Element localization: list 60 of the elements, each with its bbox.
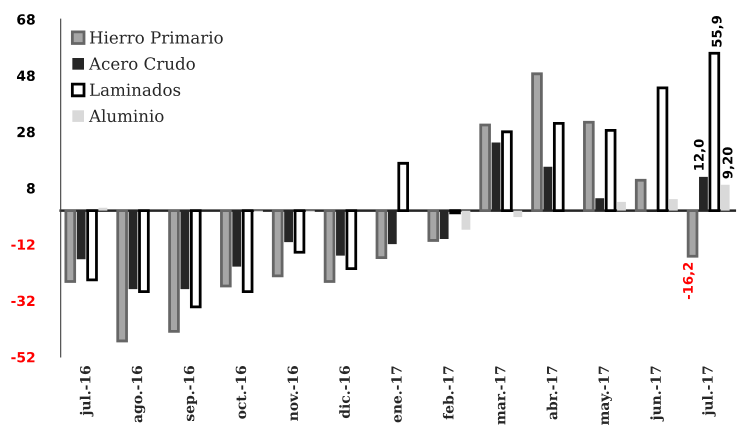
data-label: -16,2 — [682, 262, 695, 300]
bar — [346, 209, 358, 270]
bar — [294, 209, 306, 254]
x-tick-label: ago.-16 — [132, 366, 146, 422]
x-tick-label: jul.-17 — [702, 366, 716, 417]
bar — [190, 209, 202, 308]
bar — [324, 209, 336, 283]
legend-label: Laminados — [90, 83, 180, 96]
bar — [513, 210, 522, 218]
x-tick-label: oct.-16 — [236, 366, 246, 419]
bar — [64, 209, 76, 283]
y-tick-label: 68 — [17, 14, 35, 25]
bar — [98, 208, 108, 211]
legend-label: Hierro Primario — [90, 31, 223, 44]
x-tick-label: nov.-16 — [288, 366, 298, 421]
bar — [86, 209, 98, 282]
bar — [617, 202, 626, 211]
bar — [376, 209, 388, 260]
bar — [168, 209, 180, 333]
x-tick-label: jul.-16 — [80, 366, 94, 417]
x-tick-label: ene.-17 — [391, 366, 402, 422]
x-tick-label: feb.-17 — [442, 366, 454, 420]
bar — [531, 72, 543, 212]
bar — [116, 209, 128, 342]
y-tick-label: 48 — [16, 70, 35, 81]
x-tick-label: abr.-17 — [546, 366, 558, 420]
bar — [720, 184, 730, 211]
bar — [272, 209, 284, 278]
bar — [220, 209, 232, 288]
x-tick-label: may.-17 — [598, 366, 612, 425]
bar — [668, 199, 678, 211]
legend-label: Acero Crudo — [88, 57, 195, 70]
bar — [552, 122, 565, 212]
bar — [462, 210, 470, 230]
bar — [583, 120, 595, 212]
y-tick-label: -52 — [11, 352, 34, 362]
y-tick-label: -12 — [11, 239, 34, 250]
x-tick-label: dic.-16 — [339, 366, 350, 418]
bar — [604, 129, 616, 212]
y-tick-label: 8 — [26, 183, 35, 194]
legend-label: Aluminio — [88, 109, 164, 122]
bar — [634, 178, 646, 212]
bar — [449, 209, 461, 214]
bar — [501, 130, 513, 212]
bar — [397, 162, 409, 212]
data-label: 12,0 — [694, 139, 706, 170]
bar — [138, 209, 150, 294]
x-tick-label: mar.-17 — [494, 366, 506, 424]
y-tick-label: -32 — [11, 296, 34, 306]
bar — [708, 52, 720, 212]
bar — [242, 209, 254, 294]
bar — [656, 86, 668, 212]
bar — [427, 209, 440, 242]
x-tick-label: jun.-17 — [650, 366, 664, 422]
data-label: 55,9 — [712, 16, 724, 47]
bar — [686, 209, 698, 258]
x-tick-label: sep.-16 — [184, 366, 198, 421]
y-tick-label: 28 — [17, 126, 35, 138]
bar — [479, 124, 491, 212]
data-label: 9,20 — [722, 147, 734, 178]
